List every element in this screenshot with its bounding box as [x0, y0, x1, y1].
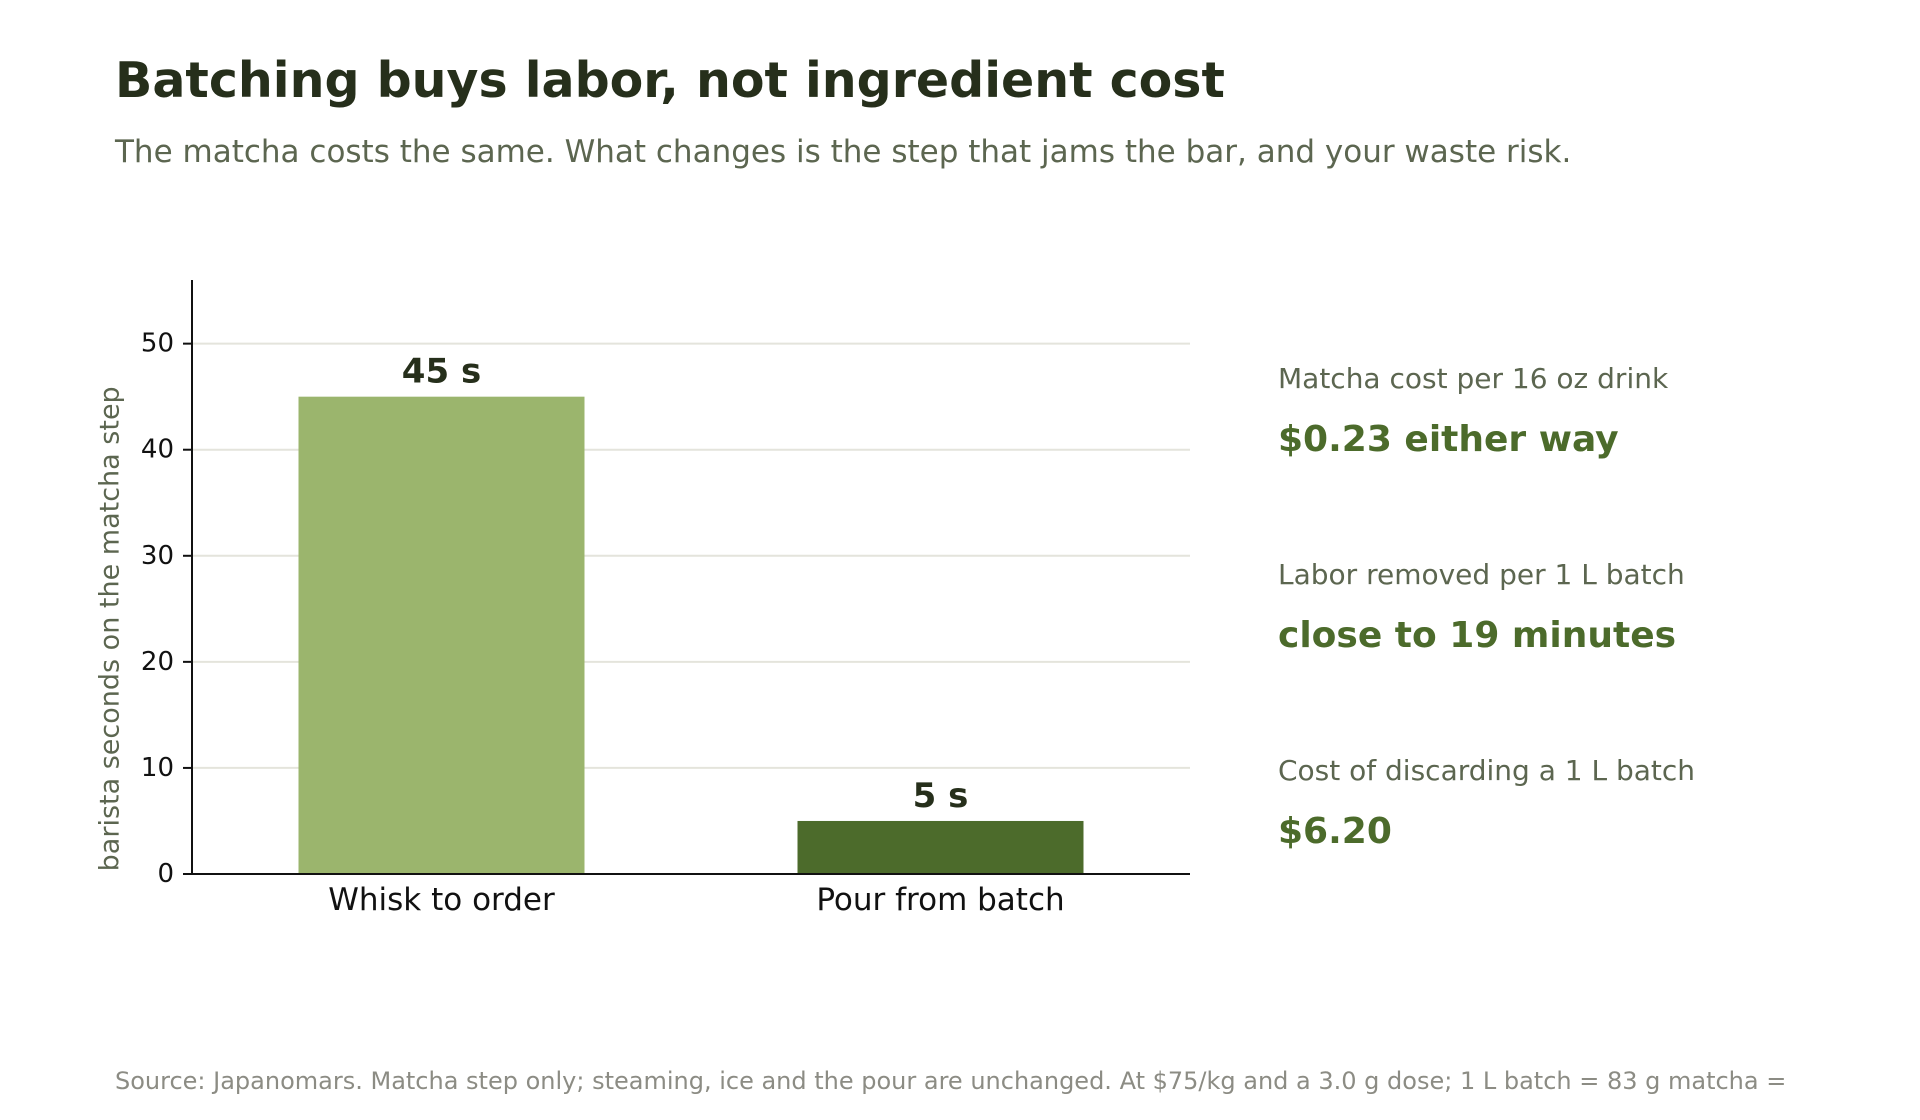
- bar: [298, 396, 585, 874]
- bar-value-label: 5 s: [913, 776, 969, 816]
- source-note: Source: Japanomars. Matcha step only; st…: [115, 1067, 1787, 1095]
- y-tick-label: 30: [141, 541, 174, 571]
- bar-value-label: 45 s: [402, 352, 481, 392]
- y-tick-label: 10: [141, 753, 174, 783]
- page-subtitle: The matcha costs the same. What changes …: [115, 134, 1572, 170]
- stat-value: close to 19 minutes: [1278, 614, 1677, 656]
- stat-value: $6.20: [1278, 810, 1392, 852]
- y-tick-label: 50: [141, 329, 174, 359]
- y-ticks: 0 10 20 30 40 50: [141, 329, 192, 889]
- y-tick-label: 0: [157, 859, 174, 889]
- stat-label: Cost of discarding a 1 L batch: [1278, 754, 1696, 787]
- bars: [298, 396, 1084, 874]
- y-axis-label: barista seconds on the matcha step: [95, 386, 126, 871]
- bar-labels: 45 s 5 s: [402, 352, 969, 816]
- y-tick-label: 40: [141, 435, 174, 465]
- axes: [191, 280, 1190, 875]
- stat-label: Labor removed per 1 L batch: [1278, 558, 1685, 591]
- stat-label: Matcha cost per 16 oz drink: [1278, 362, 1669, 395]
- stat-matcha-cost: Matcha cost per 16 oz drink $0.23 either…: [1278, 362, 1668, 461]
- x-tick-label: Pour from batch: [816, 882, 1064, 918]
- x-tick-label: Whisk to order: [328, 882, 555, 918]
- stat-discard-cost: Cost of discarding a 1 L batch $6.20: [1278, 754, 1695, 853]
- bar: [797, 820, 1084, 874]
- stat-value: $0.23 either way: [1278, 418, 1619, 460]
- y-tick-label: 20: [141, 647, 174, 677]
- x-tick-labels: Whisk to order Pour from batch: [328, 882, 1064, 918]
- page-title: Batching buys labor, not ingredient cost: [115, 52, 1225, 109]
- stat-labor-removed: Labor removed per 1 L batch close to 19 …: [1278, 558, 1685, 657]
